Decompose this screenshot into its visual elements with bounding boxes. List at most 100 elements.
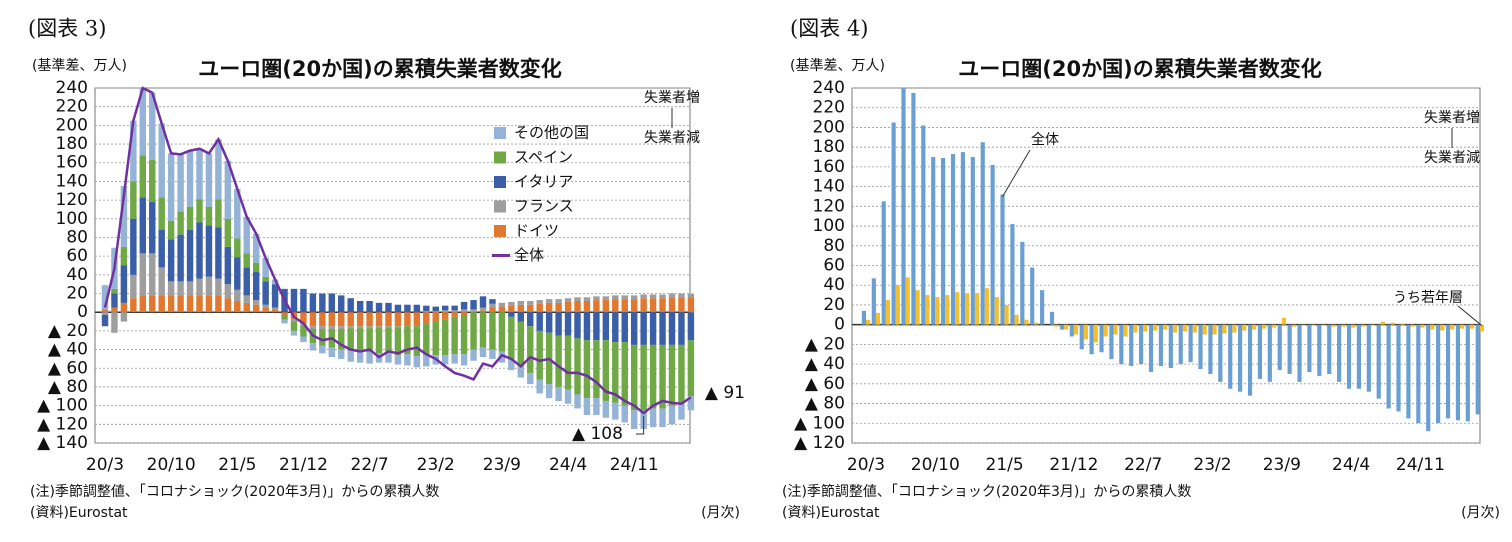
- bar-segment: [262, 304, 269, 308]
- bar-segment: [659, 298, 666, 313]
- bar-segment: [687, 293, 695, 298]
- bar-segment: [262, 276, 269, 282]
- bar-segment: [678, 344, 685, 403]
- bar-segment: [640, 298, 647, 313]
- bar-segment: [498, 306, 506, 313]
- bar-segment: [593, 340, 600, 399]
- bar-segment: [583, 297, 591, 301]
- bar: [1311, 324, 1316, 326]
- bar-segment: [394, 304, 402, 313]
- bar: [1267, 324, 1272, 382]
- bar: [1366, 324, 1371, 392]
- bar-segment: [564, 312, 572, 336]
- bar-segment: [347, 350, 354, 362]
- bar-segment: [489, 349, 496, 359]
- bar-segment: [243, 302, 250, 313]
- bar-segment: [366, 328, 373, 353]
- y-tick-label: ▲ 120: [794, 433, 845, 453]
- bar-segment: [130, 218, 137, 275]
- bar: [1361, 324, 1366, 327]
- bar-segment: [470, 312, 477, 350]
- bar-segment: [460, 354, 468, 366]
- bar-segment: [687, 340, 695, 397]
- bar: [1202, 324, 1207, 335]
- bar: [1416, 324, 1421, 424]
- bar-segment: [309, 343, 317, 351]
- bar-segment: [574, 297, 581, 301]
- bar-segment: [262, 281, 269, 305]
- bar-segment: [508, 316, 515, 359]
- bar-segment: [517, 321, 525, 367]
- bar: [1337, 324, 1342, 382]
- x-tick-label: 23/9: [1263, 455, 1301, 475]
- bar-segment: [347, 328, 354, 351]
- bar: [1479, 324, 1484, 332]
- bar: [1123, 324, 1128, 337]
- x-tick-label: 21/12: [1049, 455, 1098, 475]
- bar: [1208, 324, 1213, 374]
- source: (資料)Eurostat: [782, 505, 880, 521]
- bar: [1178, 324, 1183, 365]
- bar-segment: [536, 312, 543, 331]
- source: (資料)Eurostat: [30, 505, 128, 521]
- bar-segment: [158, 197, 165, 230]
- bar-segment: [668, 344, 676, 406]
- y-tick-label: ▲ 120: [37, 414, 88, 434]
- bar-segment: [413, 356, 421, 368]
- bar: [1445, 324, 1451, 419]
- bar-segment: [385, 302, 392, 313]
- bar: [1291, 324, 1296, 327]
- bar-segment: [224, 284, 232, 299]
- bar: [974, 293, 980, 325]
- bar-segment: [441, 319, 449, 356]
- bar: [1436, 324, 1441, 424]
- bar-segment: [309, 326, 317, 330]
- bar-segment: [564, 298, 572, 302]
- bar-segment: [139, 88, 147, 156]
- bar-segment: [300, 336, 307, 343]
- x-tick-label: 20/3: [847, 455, 885, 475]
- y-tick-label: ▲ 80: [48, 377, 88, 397]
- bar-segment: [508, 305, 515, 313]
- bar: [885, 300, 890, 325]
- y-tick-label: 120: [56, 190, 88, 210]
- y-tick-label: ▲ 100: [37, 396, 88, 416]
- bar-segment: [489, 307, 496, 313]
- bar-segment: [423, 312, 430, 324]
- bar-segment: [394, 312, 402, 327]
- y-tick-label: 240: [813, 78, 845, 98]
- bar-segment: [120, 186, 128, 247]
- bar: [941, 158, 946, 325]
- bar: [1252, 324, 1257, 330]
- bar-segment: [659, 344, 666, 409]
- bar: [866, 319, 871, 325]
- bar: [1376, 324, 1381, 399]
- bar: [911, 92, 916, 325]
- bar-segment: [271, 284, 279, 308]
- bar-segment: [678, 402, 685, 420]
- annotation: 失業者減: [644, 129, 700, 146]
- bar-segment: [196, 199, 203, 223]
- bar-segment: [621, 295, 628, 300]
- legend-swatch: [494, 200, 506, 213]
- y-tick-label: ▲ 40: [48, 340, 88, 360]
- bar-segment: [470, 300, 477, 310]
- bar: [931, 157, 936, 325]
- bar: [1054, 324, 1059, 327]
- bar-segment: [385, 327, 392, 354]
- bar-segment: [423, 355, 430, 367]
- bar-segment: [186, 150, 194, 207]
- bar: [895, 285, 900, 325]
- bar-segment: [517, 301, 525, 305]
- bar-segment: [687, 297, 695, 313]
- bar: [871, 278, 876, 325]
- bar-segment: [347, 326, 354, 329]
- y-tick-label: 160: [56, 153, 88, 173]
- bar-segment: [139, 253, 147, 296]
- bar-segment: [593, 300, 600, 313]
- bar: [1370, 324, 1376, 326]
- bar: [1400, 323, 1405, 325]
- y-tick-label: 180: [813, 137, 845, 157]
- bar-segment: [243, 216, 250, 254]
